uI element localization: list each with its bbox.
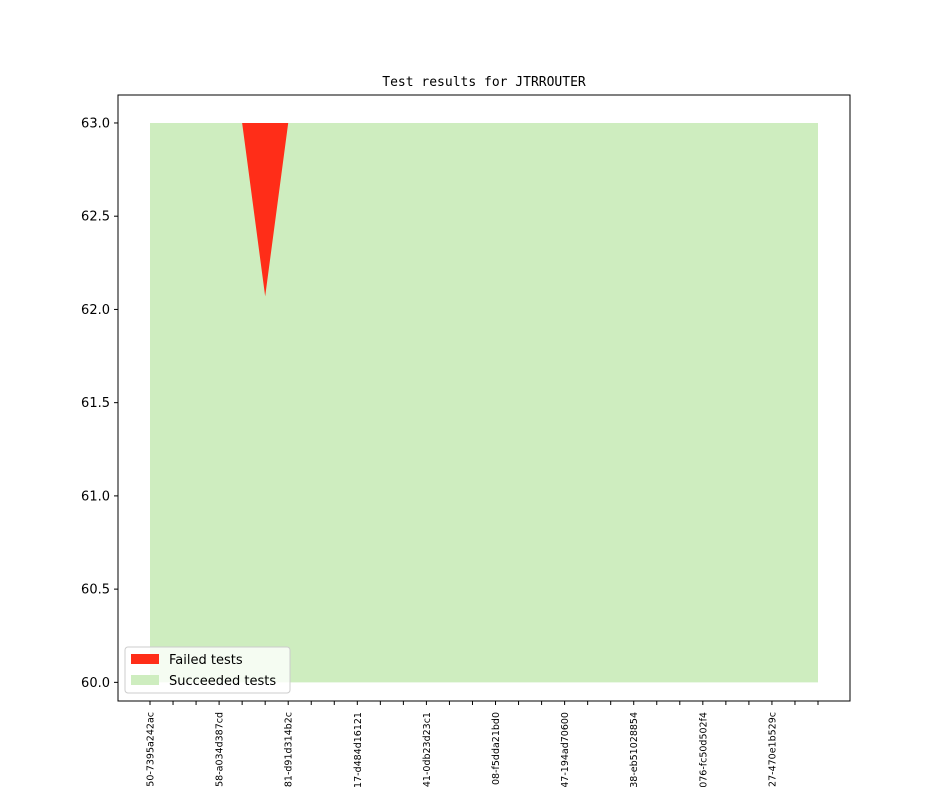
axes-frame bbox=[117, 94, 851, 702]
x-tick-label: 08-f5dda21bd0 bbox=[491, 712, 502, 785]
y-tick-label: 60.0 bbox=[81, 676, 110, 691]
legend-label-failed-tests: Failed tests bbox=[169, 653, 243, 668]
legend-swatch-failed-tests bbox=[131, 654, 159, 664]
x-tick-label: 27-470e1b529c bbox=[767, 712, 778, 787]
legend: Failed tests Succeeded tests bbox=[124, 646, 291, 694]
x-tick-labels: 50-7395a242ac 58-a034d387cd 81-d91d314b2c 1… bbox=[146, 712, 779, 787]
legend-box bbox=[124, 646, 291, 694]
area-series-succeeded-tests bbox=[150, 122, 818, 683]
x-tick-label: 076-fc50d502f4 bbox=[698, 712, 709, 787]
y-tick-label: 61.5 bbox=[81, 396, 110, 411]
chart-title: Test results for JTRROUTER bbox=[382, 75, 586, 90]
x-tick-label: 50-7395a242ac bbox=[146, 712, 157, 787]
x-tick-label: 41-0db23d23c1 bbox=[422, 712, 433, 787]
y-tick-label: 61.0 bbox=[81, 489, 110, 504]
y-tick-label: 62.5 bbox=[81, 210, 110, 225]
legend-swatch-succeeded-tests bbox=[131, 675, 159, 685]
axes: 60.0 60.5 61.0 61.5 62.0 62.5 63.0 50-7395a242a… bbox=[81, 94, 851, 787]
x-tick-label: 38-eb51028854 bbox=[629, 712, 640, 787]
x-tick-label: 17-d484d16121 bbox=[353, 712, 364, 787]
y-tick-label: 60.5 bbox=[81, 583, 110, 598]
legend-label-succeeded-tests: Succeeded tests bbox=[169, 674, 276, 689]
y-tick-label: 63.0 bbox=[81, 116, 110, 131]
x-tick-label: 81-d91d314b2c bbox=[284, 712, 295, 787]
y-tick-label: 62.0 bbox=[81, 303, 110, 318]
x-tick-label: 47-194ad70600 bbox=[560, 712, 571, 787]
x-tick-label: 58-a034d387cd bbox=[215, 712, 226, 787]
plot-area bbox=[150, 122, 818, 683]
